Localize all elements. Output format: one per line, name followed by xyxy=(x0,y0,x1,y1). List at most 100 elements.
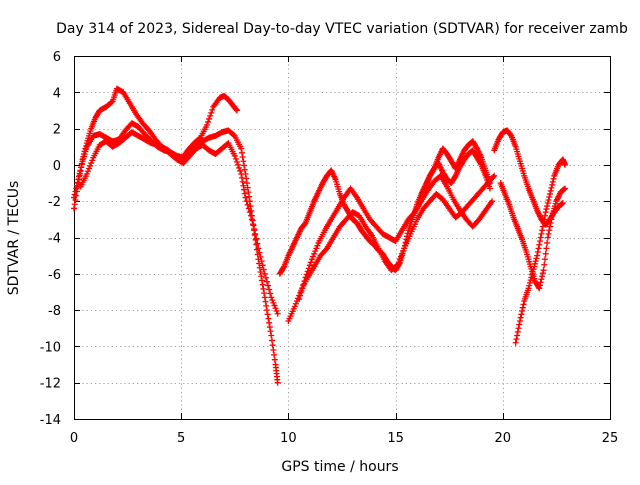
data-point-marker xyxy=(546,227,553,234)
series-track-j xyxy=(414,138,493,212)
data-point-marker xyxy=(245,205,252,212)
x-tick-label: 10 xyxy=(280,431,297,446)
data-point-marker xyxy=(251,226,258,233)
grid-layer xyxy=(74,56,610,419)
data-point-marker xyxy=(543,206,550,213)
data-point-marker xyxy=(310,253,317,260)
data-point-marker xyxy=(238,170,245,177)
data-point-marker xyxy=(262,298,269,305)
x-tick-label: 20 xyxy=(495,431,512,446)
y-tick-label: 2 xyxy=(53,123,61,138)
data-point-marker xyxy=(515,325,522,332)
data-point-marker xyxy=(242,194,249,201)
data-point-marker xyxy=(527,277,534,284)
data-point-marker xyxy=(526,282,533,289)
y-tick-label: -2 xyxy=(48,195,61,210)
data-point-marker xyxy=(489,198,496,205)
data-point-marker xyxy=(539,227,546,234)
data-point-marker xyxy=(262,274,269,281)
y-tick-label: 0 xyxy=(53,159,61,174)
data-point-marker xyxy=(547,187,554,194)
data-point-marker xyxy=(322,246,329,253)
data-point-marker xyxy=(526,279,533,286)
data-point-marker xyxy=(545,230,552,237)
data-point-marker xyxy=(239,154,246,161)
data-point-marker xyxy=(252,236,259,243)
data-point-marker xyxy=(296,296,303,303)
y-tick-label: -6 xyxy=(48,268,61,283)
data-point-marker xyxy=(306,262,313,269)
data-point-marker xyxy=(536,282,543,289)
series-track-c xyxy=(77,129,281,317)
data-point-marker xyxy=(205,118,211,125)
data-point-marker xyxy=(546,193,553,200)
y-tick-label: -14 xyxy=(40,413,61,428)
data-point-marker xyxy=(238,149,245,156)
data-point-marker xyxy=(486,180,493,187)
data-point-marker xyxy=(206,115,213,122)
data-point-marker xyxy=(87,162,94,169)
data-point-marker xyxy=(399,250,406,257)
data-point-marker xyxy=(83,170,90,177)
data-point-marker xyxy=(546,190,553,197)
data-point-marker xyxy=(266,319,273,326)
data-point-marker xyxy=(304,268,311,275)
data-point-marker xyxy=(256,249,263,256)
data-point-marker xyxy=(233,106,240,113)
data-point-marker xyxy=(73,185,80,192)
y-tick-label: -10 xyxy=(40,340,61,355)
data-point-marker xyxy=(544,234,551,241)
data-point-marker xyxy=(543,245,550,252)
data-point-marker xyxy=(265,315,272,322)
data-point-marker xyxy=(545,196,552,203)
data-point-marker xyxy=(542,209,549,216)
data-point-marker xyxy=(302,274,309,281)
data-point-marker xyxy=(535,245,542,252)
data-point-marker xyxy=(196,135,203,142)
data-point-marker xyxy=(235,161,242,168)
series-track-b xyxy=(71,120,281,386)
data-point-marker xyxy=(233,107,240,114)
data-point-marker xyxy=(88,160,95,167)
data-point-marker xyxy=(268,337,275,344)
data-point-marker xyxy=(74,179,81,186)
data-point-marker xyxy=(254,240,261,247)
data-point-marker xyxy=(71,191,78,198)
chart-title: Day 314 of 2023, Sidereal Day-to-day VTE… xyxy=(56,21,628,37)
data-point-marker xyxy=(209,106,216,113)
data-point-marker xyxy=(258,277,265,284)
data-point-marker xyxy=(519,304,526,311)
data-point-marker xyxy=(263,278,270,285)
data-point-marker xyxy=(539,270,546,277)
data-point-marker xyxy=(208,109,215,116)
data-point-marker xyxy=(232,155,239,162)
data-point-marker xyxy=(264,311,271,318)
data-point-marker xyxy=(305,265,312,272)
x-axis-label: GPS time / hours xyxy=(281,459,398,475)
data-point-marker xyxy=(410,210,417,217)
data-point-marker xyxy=(261,270,268,277)
data-point-marker xyxy=(252,230,259,237)
data-point-marker xyxy=(84,168,91,175)
data-point-marker xyxy=(544,200,551,207)
data-point-marker xyxy=(263,302,270,309)
data-point-marker xyxy=(538,230,545,237)
data-point-marker xyxy=(241,190,248,197)
data-point-marker xyxy=(233,158,240,165)
data-point-marker xyxy=(539,223,546,230)
data-point-marker xyxy=(78,161,85,168)
data-point-marker xyxy=(542,250,549,257)
data-point-marker xyxy=(246,193,253,200)
data-point-marker xyxy=(529,268,536,275)
data-point-marker xyxy=(255,245,262,252)
data-point-marker xyxy=(280,264,287,271)
data-point-marker xyxy=(267,290,274,297)
data-point-marker xyxy=(71,201,78,208)
data-point-marker xyxy=(537,279,544,286)
data-point-marker xyxy=(548,216,555,223)
data-point-marker xyxy=(292,300,299,307)
x-tick-label: 15 xyxy=(387,431,404,446)
data-point-marker xyxy=(299,285,306,292)
data-point-marker xyxy=(261,290,268,297)
data-point-marker xyxy=(541,261,548,268)
